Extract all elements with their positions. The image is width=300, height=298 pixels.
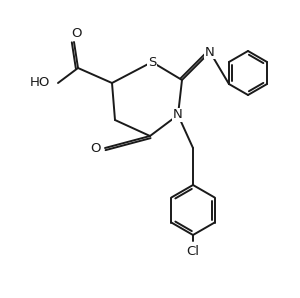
Text: O: O [71,27,81,40]
Text: Cl: Cl [187,245,200,258]
Text: HO: HO [30,77,50,89]
Text: N: N [205,46,215,58]
Text: O: O [91,142,101,154]
Text: N: N [173,108,183,122]
Text: S: S [148,55,156,69]
